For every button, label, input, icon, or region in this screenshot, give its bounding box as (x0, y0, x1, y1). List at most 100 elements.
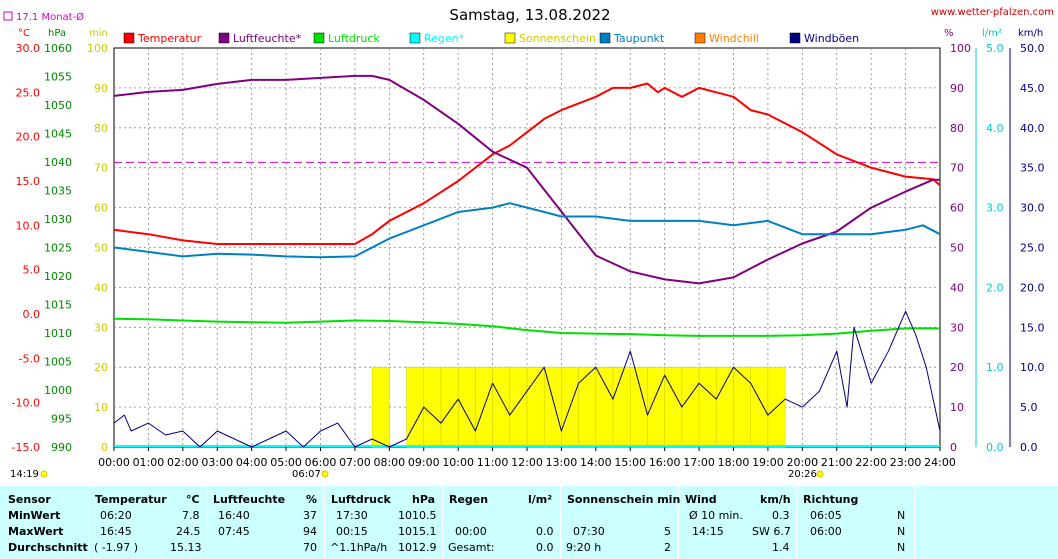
stats-cell: 1010.5 (398, 509, 437, 522)
chart-legend: Temperatur Luftfeuchte* Luftdruck Regen* Son… (123, 32, 859, 45)
legend-swatch (218, 32, 230, 44)
stats-cell: 1.4 (772, 541, 790, 554)
sunshine-bar (543, 366, 562, 448)
rain-axis-tick: 4.0 (986, 122, 1004, 135)
series-line-luftdruck (113, 317, 940, 337)
sunshine-bar (492, 366, 511, 448)
x-tick-label: 17:00 (683, 456, 715, 469)
sunshine-bar (698, 366, 717, 448)
chart-title: Samstag, 13.08.2022 (449, 6, 610, 24)
stats-divider (678, 486, 679, 559)
legend-label: Temperatur (137, 32, 202, 45)
stats-divider (324, 486, 325, 559)
sunshine-bar (733, 366, 751, 448)
percent-axis-tick: 50 (950, 242, 964, 255)
sunshine-bar (457, 366, 476, 448)
stats-cell: 94 (303, 525, 317, 538)
percent-axis-tick: 80 (950, 122, 964, 135)
hpa-axis-tick: 1025 (44, 242, 72, 255)
rain-axis-tick: 1.0 (986, 361, 1004, 374)
x-tick-label: 14:00 (580, 456, 612, 469)
sunshine-bar (371, 366, 390, 448)
percent-axis-tick: 100 (950, 42, 971, 55)
min-axis-tick: 80 (94, 122, 108, 135)
stats-table: Sensor Temperatur °C Luftfeuchte % Luftd… (0, 486, 1058, 559)
percent-axis-tick: 60 (950, 202, 964, 215)
sunshine-bar (612, 366, 631, 448)
series-line-temperatur (113, 82, 941, 245)
stats-divider (207, 486, 208, 559)
sun-markers: 14:19 06:07 20:26 (10, 469, 824, 480)
sunshine-bar (423, 366, 442, 448)
stats-header-regen-unit: l/m² (528, 493, 553, 506)
sunshine-bar (681, 366, 700, 448)
percent-axis-tick: 20 (950, 361, 964, 374)
stats-divider (914, 486, 915, 559)
x-tick-label: 07:00 (339, 456, 371, 469)
x-tick-label: 19:00 (752, 456, 784, 469)
x-tick-label: 12:00 (511, 456, 543, 469)
stats-cell: 14:15 (692, 525, 724, 538)
stats-cell: 07:45 (218, 525, 250, 538)
temp-axis-tick: 10.0 (16, 219, 41, 232)
min-axis-tick: 50 (94, 242, 108, 255)
weather-chart: Samstag, 13.08.2022 www.wetter-pfalzen.c… (3, 6, 1054, 480)
temp-axis-tick: 30.0 (16, 42, 41, 55)
x-tick-label: 08:00 (373, 456, 405, 469)
x-tick-label: 00:00 (98, 456, 130, 469)
stats-header-luftdruck: Luftdruck (331, 493, 391, 506)
x-tick-label: 21:00 (821, 456, 853, 469)
chart-series (113, 74, 941, 448)
stats-header-wind: Wind (685, 493, 717, 506)
hpa-axis-tick: 1040 (44, 156, 72, 169)
sunshine-bar (647, 366, 665, 448)
x-tick-label: 22:00 (855, 456, 887, 469)
legend-label: Regen* (424, 32, 465, 45)
hpa-axis-tick: 1055 (44, 71, 72, 84)
temp-axis-tick: 5.0 (23, 264, 41, 277)
site-url[interactable]: www.wetter-pfalzen.com (931, 7, 1054, 18)
percent-axis-tick: 90 (950, 82, 964, 95)
wind-axis-tick: 20.0 (1020, 281, 1045, 294)
stats-cell: 07:30 (573, 525, 605, 538)
rain-axis-tick: 3.0 (986, 202, 1004, 215)
stats-header-temperatur: Temperatur (95, 493, 167, 506)
stats-divider (560, 486, 561, 559)
hpa-axis-tick: 1060 (44, 42, 72, 55)
x-tick-label: 18:00 (718, 456, 750, 469)
hpa-axis-tick: 1050 (44, 99, 72, 112)
series-line-luftfeuchte (113, 74, 940, 285)
stats-cell: N (897, 541, 906, 554)
stats-divider (89, 486, 90, 559)
x-tick-label: 13:00 (546, 456, 578, 469)
x-tick-label: 04:00 (236, 456, 268, 469)
stats-cell: 06:05 (810, 509, 842, 522)
stats-cell: 17:30 (336, 509, 368, 522)
unit-wind: km/h (1018, 28, 1043, 39)
stats-cell: SW 6.7 (752, 525, 791, 538)
stats-divider (796, 486, 797, 559)
stats-cell: 00:15 (336, 525, 368, 538)
sun-icon (40, 470, 48, 478)
min-axis-tick: 90 (94, 82, 108, 95)
temp-axis-tick: 20.0 (16, 131, 41, 144)
series-line-windben (113, 310, 941, 448)
stats-cell: ( -1.97 ) (94, 541, 139, 554)
x-tick-label: 20:00 (786, 456, 818, 469)
wind-axis-tick: 35.0 (1020, 162, 1045, 175)
percent-axis-tick: 10 (950, 401, 964, 414)
min-axis-tick: 20 (94, 361, 108, 374)
wind-axis-tick: 15.0 (1020, 321, 1045, 334)
percent-axis-tick: 40 (950, 281, 964, 294)
stats-header-lf-unit: % (306, 493, 318, 506)
x-tick-label: 05:00 (270, 456, 302, 469)
legend-label: Luftfeuchte* (233, 32, 302, 45)
stats-row-label: MinWert (8, 509, 61, 522)
stats-row-label: MaxWert (8, 525, 64, 538)
stats-header-regen: Regen (449, 493, 489, 506)
series-line-taupunkt (113, 202, 941, 259)
wind-axis-tick: 40.0 (1020, 122, 1045, 135)
wind-axis-tick: 45.0 (1020, 82, 1045, 95)
hpa-axis-tick: 1035 (44, 185, 72, 198)
stats-cell: 70 (303, 541, 317, 554)
